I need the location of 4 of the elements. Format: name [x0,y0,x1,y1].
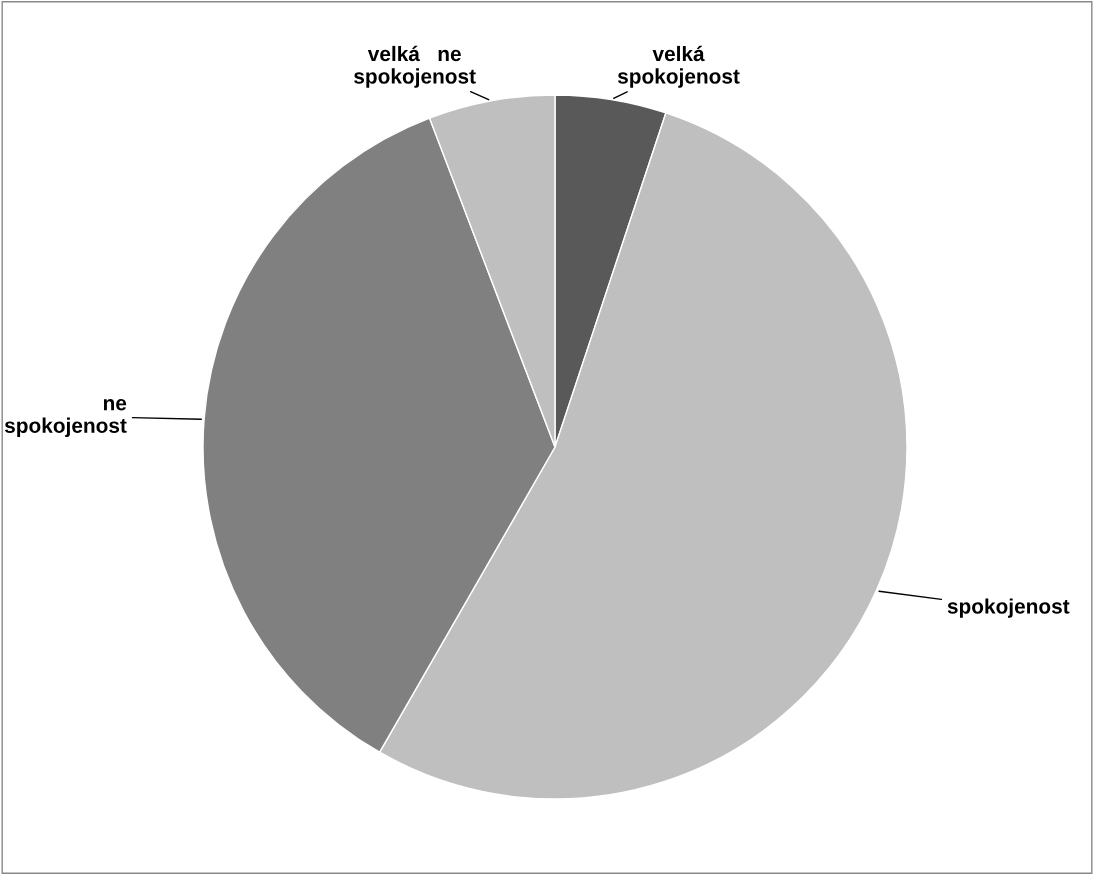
slice-label: spokojenost [947,598,1070,618]
slice-label: velká spokojenost [617,45,740,88]
slice-label: ne spokojenost [4,399,127,437]
slice-label: velká ne spokojenost [354,45,476,88]
